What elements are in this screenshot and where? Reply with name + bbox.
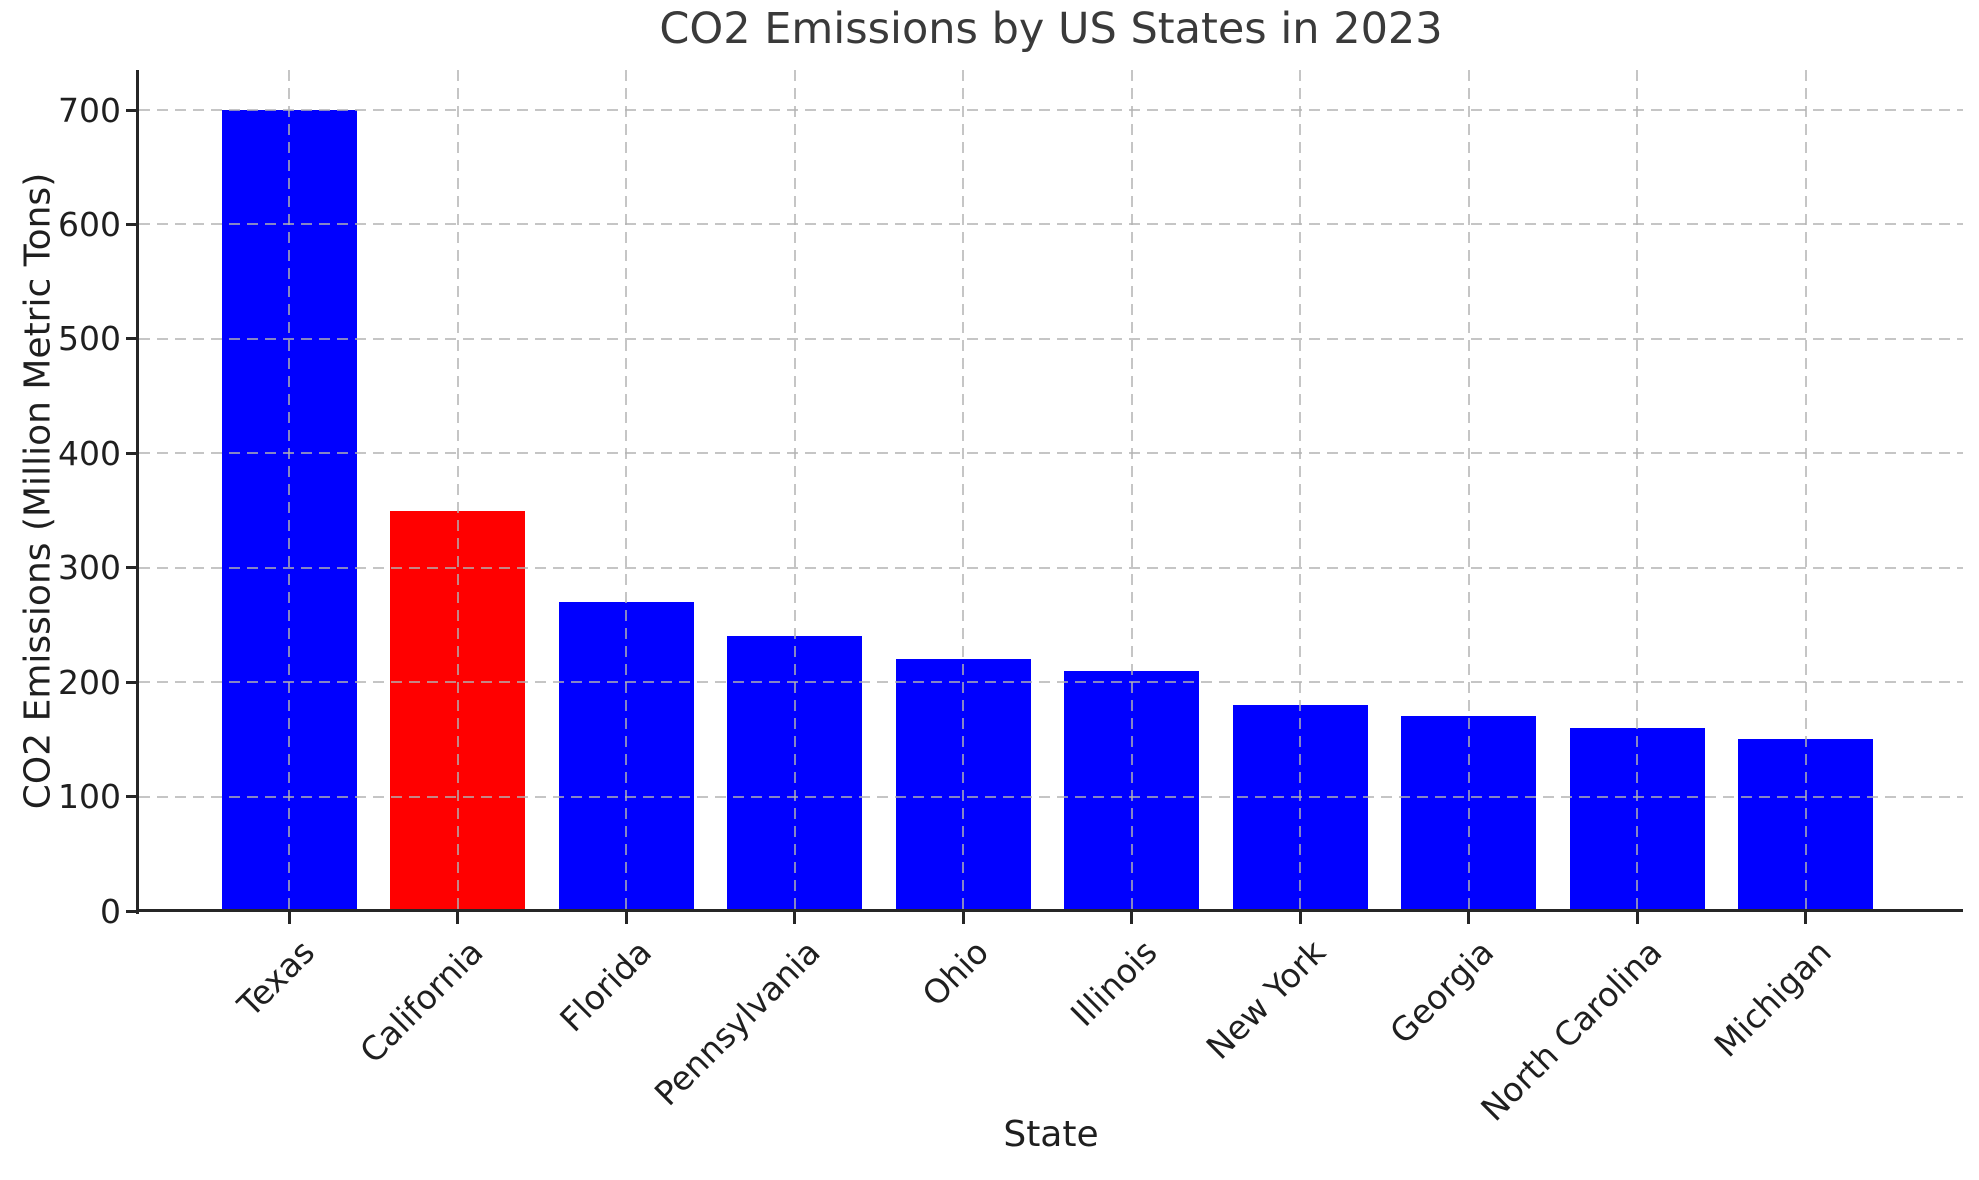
x-tick-10 bbox=[1804, 912, 1807, 924]
y-tick-label-500: 500 bbox=[58, 319, 121, 359]
gridline-v-5 bbox=[962, 70, 964, 911]
y-tick-400 bbox=[126, 451, 138, 455]
gridline-h-100 bbox=[139, 795, 1963, 798]
x-tick-label-michigan: Michigan bbox=[1706, 932, 1839, 1065]
gridline-h-500 bbox=[139, 337, 1963, 340]
x-tick-label-pennsylvania: Pennsylvania bbox=[646, 932, 828, 1114]
y-tick-700 bbox=[126, 108, 138, 112]
gridline-v-3 bbox=[625, 70, 627, 911]
gridline-h-300 bbox=[139, 566, 1963, 569]
x-tick-label-new-york: New York bbox=[1198, 932, 1333, 1067]
x-tick-4 bbox=[793, 912, 796, 924]
y-axis-line bbox=[136, 70, 139, 914]
y-tick-label-600: 600 bbox=[58, 204, 121, 244]
gridline-h-400 bbox=[139, 452, 1963, 455]
x-tick-label-georgia: Georgia bbox=[1382, 932, 1502, 1052]
gridline-v-7 bbox=[1299, 70, 1301, 911]
x-tick-label-florida: Florida bbox=[551, 932, 659, 1040]
y-tick-500 bbox=[126, 337, 138, 341]
gridline-h-200 bbox=[139, 681, 1963, 684]
x-tick-2 bbox=[456, 912, 459, 924]
y-tick-label-300: 300 bbox=[58, 548, 121, 588]
gridline-h-600 bbox=[139, 223, 1963, 226]
gridline-v-9 bbox=[1636, 70, 1638, 911]
y-tick-200 bbox=[126, 680, 138, 684]
y-tick-300 bbox=[126, 566, 138, 570]
x-tick-label-ohio: Ohio bbox=[914, 932, 996, 1014]
y-tick-label-0: 0 bbox=[100, 891, 121, 931]
y-tick-label-400: 400 bbox=[58, 433, 121, 473]
x-tick-3 bbox=[624, 912, 628, 924]
y-tick-label-700: 700 bbox=[58, 90, 121, 130]
x-tick-label-north-carolina: North Carolina bbox=[1473, 932, 1670, 1129]
y-tick-0 bbox=[126, 909, 138, 913]
y-tick-label-200: 200 bbox=[58, 662, 121, 702]
x-tick-label-illinois: Illinois bbox=[1062, 932, 1165, 1034]
gridline-v-2 bbox=[456, 70, 459, 911]
y-tick-label-100: 100 bbox=[58, 777, 121, 817]
x-tick-7 bbox=[1298, 912, 1302, 924]
gridline-v-1 bbox=[288, 70, 290, 911]
gridline-v-6 bbox=[1130, 70, 1133, 911]
chart-title: CO2 Emissions by US States in 2023 bbox=[659, 4, 1443, 54]
x-tick-label-texas: Texas bbox=[229, 932, 322, 1025]
x-tick-1 bbox=[287, 912, 291, 924]
y-tick-100 bbox=[126, 795, 138, 799]
gridline-h-700 bbox=[139, 109, 1963, 112]
x-tick-9 bbox=[1635, 912, 1639, 924]
x-axis-line bbox=[136, 909, 1963, 912]
y-tick-600 bbox=[126, 222, 138, 226]
x-tick-label-california: California bbox=[351, 932, 491, 1071]
y-axis-label: CO2 Emissions (Million Metric Tons) bbox=[17, 172, 59, 810]
gridline-v-10 bbox=[1804, 70, 1807, 911]
x-axis-label: State bbox=[1003, 1114, 1099, 1155]
plot-area bbox=[139, 70, 1963, 911]
x-tick-6 bbox=[1130, 912, 1133, 924]
x-tick-8 bbox=[1467, 912, 1470, 924]
x-tick-5 bbox=[961, 912, 965, 924]
gridline-v-8 bbox=[1467, 70, 1470, 911]
gridline-v-4 bbox=[793, 70, 796, 911]
